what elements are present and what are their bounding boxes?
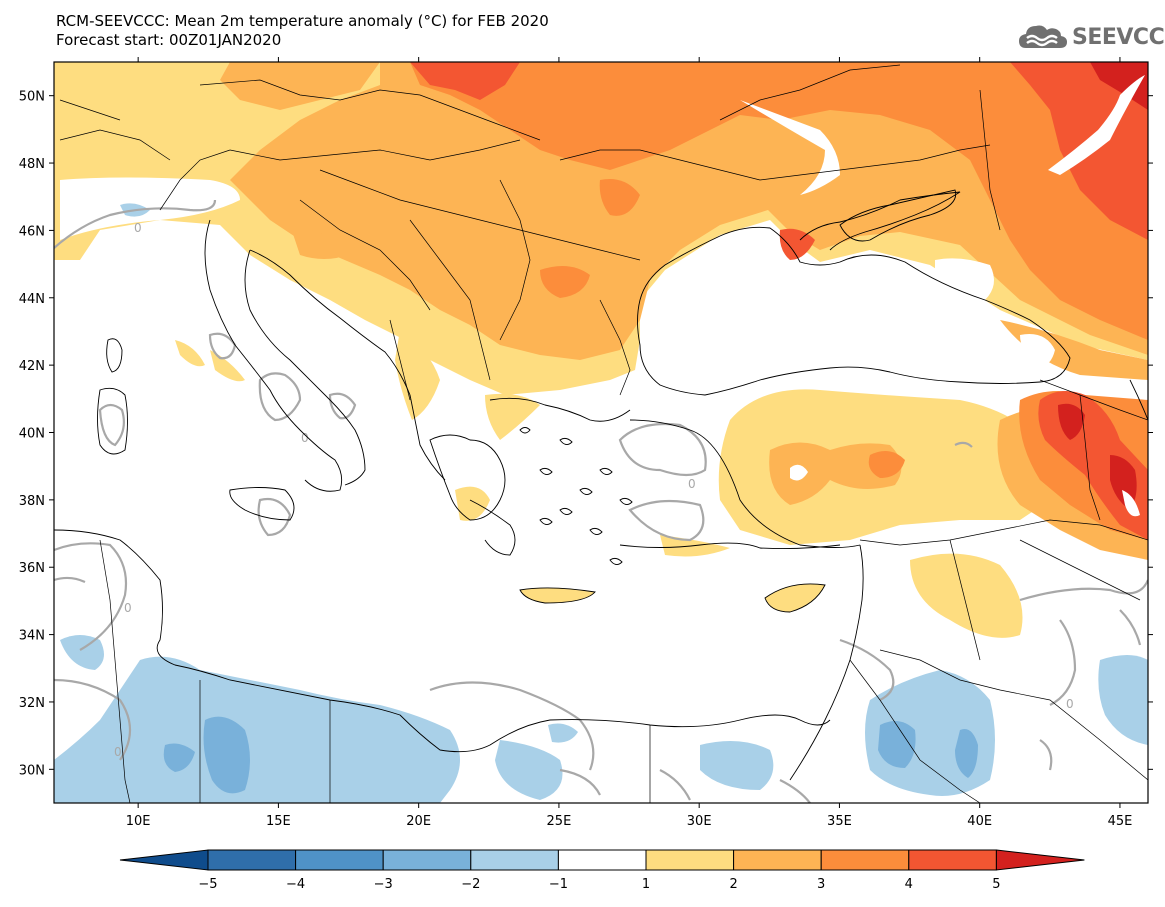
colorbar-segment <box>645 849 735 871</box>
seevccc-logo: SEEVCCC <box>1018 22 1165 52</box>
colorbar-segment <box>820 849 910 871</box>
anomaly-band-minus-2-3 <box>163 716 978 794</box>
colorbar-segment <box>733 849 822 871</box>
contour-label: 0 <box>1066 697 1074 711</box>
title-line-2: Forecast start: 00Z01JAN2020 <box>56 31 282 49</box>
lat-label: 32N <box>19 696 45 711</box>
contour-label: 0 <box>688 477 696 491</box>
longitude-axis: 10E 15E 20E 25E 30E 35E 40E 45E <box>126 57 1133 829</box>
lon-label: 10E <box>126 814 151 829</box>
colorbar-arrow-low <box>119 849 209 871</box>
title-line-1: RCM-SEEVCCC: Mean 2m temperature anomaly… <box>56 12 549 30</box>
zero-contours <box>54 199 1148 803</box>
colorbar-tick-label: −1 <box>549 877 568 892</box>
contour-label: 0 <box>124 601 132 615</box>
lat-label: 44N <box>19 292 45 307</box>
lon-label: 15E <box>266 814 291 829</box>
logo-text: SEEVCCC <box>1072 24 1165 50</box>
lon-label: 25E <box>547 814 572 829</box>
lon-label: 35E <box>827 814 852 829</box>
colorbar-tick-label: 5 <box>992 877 1000 892</box>
colorbar-segment <box>207 849 297 871</box>
colorbar-tick-label: 4 <box>905 877 913 892</box>
lat-label: 30N <box>19 763 45 778</box>
cloud-icon <box>1019 25 1067 48</box>
coastlines <box>54 189 1148 781</box>
lat-label: 50N <box>19 90 45 105</box>
latitude-axis: 50N 48N 46N 44N 42N 40N 38N 36N 34N 32N 30N <box>19 90 1153 778</box>
map-content: 0 0 0 0 0 0 <box>54 62 1148 803</box>
lat-label: 46N <box>19 224 45 239</box>
lat-label: 34N <box>19 629 45 644</box>
contour-labels: 0 0 0 0 0 0 <box>114 221 1074 759</box>
colorbar-tick-label: 2 <box>729 877 737 892</box>
colorbar-tick-label: 3 <box>817 877 825 892</box>
colorbar-segment <box>908 849 997 871</box>
colorbar-segment <box>557 849 647 871</box>
colorbar: −5 −4 −3 −2 −1 1 2 3 4 5 <box>119 849 1085 892</box>
lat-label: 40N <box>19 427 45 442</box>
lon-label: 30E <box>687 814 712 829</box>
country-borders <box>59 64 1148 803</box>
colorbar-segment <box>382 849 472 871</box>
lat-label: 42N <box>19 359 45 374</box>
lat-label: 38N <box>19 494 45 509</box>
lat-label: 48N <box>19 157 45 172</box>
lon-label: 45E <box>1108 814 1133 829</box>
contour-label: 0 <box>114 745 122 759</box>
colorbar-segment <box>295 849 384 871</box>
colorbar-tick-label: −2 <box>461 877 480 892</box>
colorbar-tick-label: −3 <box>374 877 393 892</box>
contour-label: 0 <box>301 431 309 445</box>
chart-title: RCM-SEEVCCC: Mean 2m temperature anomaly… <box>56 12 549 50</box>
colorbar-arrow-high <box>995 849 1085 871</box>
colorbar-tick-label: −4 <box>286 877 305 892</box>
colorbar-tick-label: 1 <box>642 877 650 892</box>
colorbar-segment <box>470 849 559 871</box>
lon-label: 20E <box>406 814 431 829</box>
contour-label: 0 <box>134 221 142 235</box>
lat-label: 36N <box>19 561 45 576</box>
colorbar-tick-label: −5 <box>198 877 217 892</box>
lon-label: 40E <box>967 814 992 829</box>
